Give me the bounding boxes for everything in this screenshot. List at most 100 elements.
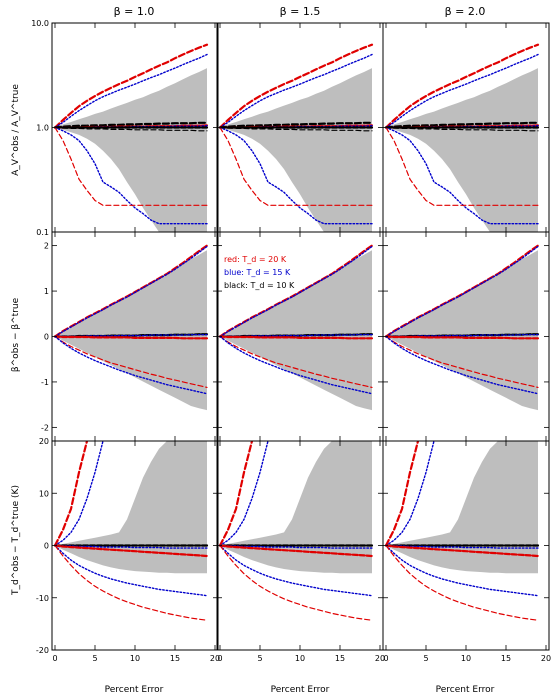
x-tick-label: 0 <box>383 654 388 663</box>
row-y-labels: A_V^obs / A_V^true β^obs − β^true T_d^ob… <box>11 84 21 596</box>
row-y-label-beta-diff: β^obs − β^true <box>11 297 21 372</box>
series-line-blue-median <box>54 544 208 549</box>
series-line-red-lower <box>54 335 208 388</box>
x-tick-label: 10 <box>295 654 305 663</box>
panel-r1-c3 <box>382 22 550 233</box>
x-tick-label: 5 <box>257 654 262 663</box>
y-tick-label: 10.0 <box>31 19 49 28</box>
series-line-red-upper <box>218 43 374 129</box>
confidence-band <box>386 250 538 411</box>
confidence-band <box>220 68 372 232</box>
confidence-band <box>220 441 372 574</box>
legend-entry-blue: blue: T_d = 15 K <box>224 268 291 277</box>
panel-r2-c3 <box>382 231 550 442</box>
series-line-black-lower <box>219 126 373 132</box>
series-line-red-lower <box>219 544 373 621</box>
series-line-blue-upper <box>219 245 373 338</box>
confidence-band <box>55 250 207 411</box>
series-line-black-upper <box>218 121 374 129</box>
series-line-blue-lower <box>219 544 373 597</box>
y-tick-label: -2 <box>41 423 49 432</box>
panel-r3-c1: 0 5 10 15 20 -20 -10 0 10 20 <box>36 437 220 663</box>
column-titles: β = 1.0 β = 1.5 β = 2.0 <box>114 5 486 18</box>
x-tick-label: 10 <box>461 654 471 663</box>
panel-plot-area <box>218 43 374 232</box>
panel-plot-area <box>384 244 540 411</box>
series-line-red-median <box>218 335 374 340</box>
series-line-blue-median <box>219 544 373 549</box>
series-line-blue-lower <box>385 126 539 225</box>
series-line-blue-lower <box>219 335 373 395</box>
x-tick-label: 15 <box>501 654 511 663</box>
row-y-label-av-ratio: A_V^obs / A_V^true <box>11 84 21 176</box>
series-line-black-lower <box>385 126 539 132</box>
series-line-red-median <box>218 544 374 558</box>
y-tick-label: 1 <box>44 287 49 296</box>
series-line-red-lower <box>219 335 373 388</box>
confidence-band <box>386 68 538 232</box>
column-title-beta-1-5: β = 1.5 <box>280 5 321 18</box>
column-title-beta-2-0: β = 2.0 <box>445 5 486 18</box>
legend-entry-black: black: T_d = 10 K <box>224 281 295 290</box>
series-line-blue-lower <box>385 544 539 597</box>
series-line-red-upper <box>218 441 254 547</box>
series-line-blue-upper <box>385 441 435 547</box>
panel-plot-area <box>53 244 209 411</box>
series-line-red-upper <box>384 441 420 547</box>
x-tick-label: 0 <box>217 654 222 663</box>
x-label-col-2: Percent Error <box>271 685 330 695</box>
confidence-band <box>55 441 207 574</box>
series-line-red-lower <box>54 544 208 621</box>
x-tick-label: 5 <box>92 654 97 663</box>
series-line-blue-upper <box>385 245 539 338</box>
y-tick-label: 0 <box>44 333 49 342</box>
series-line-blue-lower <box>54 126 208 225</box>
x-tick-label: 5 <box>423 654 428 663</box>
series-line-blue-lower <box>54 335 208 395</box>
confidence-band <box>55 68 207 232</box>
confidence-band <box>386 441 538 574</box>
series-line-black-upper <box>384 121 540 129</box>
y-tick-label: 2 <box>44 242 49 251</box>
y-tick-label: 20 <box>39 437 49 446</box>
y-tick-label: -20 <box>36 646 49 655</box>
series-line-blue-median <box>385 544 539 549</box>
y-tick-label: -10 <box>36 594 49 603</box>
y-tick-label: 10 <box>39 489 49 498</box>
panel-r2-c2 <box>216 231 384 442</box>
series-line-red-lower <box>219 126 373 206</box>
series-line-blue-upper <box>54 441 104 547</box>
y-tick-label: -1 <box>41 378 49 387</box>
series-line-red-median <box>53 335 209 340</box>
panel-plot-area <box>53 441 209 621</box>
series-line-red-upper <box>384 43 540 129</box>
series-line-red-lower <box>385 126 539 206</box>
panel-plot-area <box>384 43 540 232</box>
y-tick-label: 0.1 <box>36 228 49 237</box>
series-line-blue-upper <box>54 53 208 129</box>
series-line-blue-upper <box>219 53 373 129</box>
series-line-red-lower <box>385 335 539 388</box>
x-label-col-3: Percent Error <box>436 685 495 695</box>
column-title-beta-1-0: β = 1.0 <box>114 5 155 18</box>
series-line-red-lower <box>54 126 208 206</box>
legend-entry-red: red: T_d = 20 K <box>224 255 287 264</box>
series-line-blue-lower <box>219 126 373 225</box>
series-line-red-median <box>53 544 209 558</box>
x-tick-label: 10 <box>130 654 140 663</box>
series-line-blue-upper <box>54 245 208 338</box>
x-tick-label: 15 <box>170 654 180 663</box>
series-line-red-upper <box>53 441 89 547</box>
confidence-band <box>220 250 372 411</box>
x-tick-label: 20 <box>375 654 385 663</box>
panel-plot-area <box>218 441 374 621</box>
series-line-red-lower <box>385 544 539 621</box>
series-line-blue-upper <box>219 441 269 547</box>
row-y-label-td-diff: T_d^obs − T_d^true (K) <box>11 485 21 596</box>
y-tick-label: 0 <box>44 542 49 551</box>
series-line-black-upper <box>53 121 209 129</box>
legend: red: T_d = 20 K blue: T_d = 15 K black: … <box>224 255 295 290</box>
series-line-blue-upper <box>385 53 539 129</box>
